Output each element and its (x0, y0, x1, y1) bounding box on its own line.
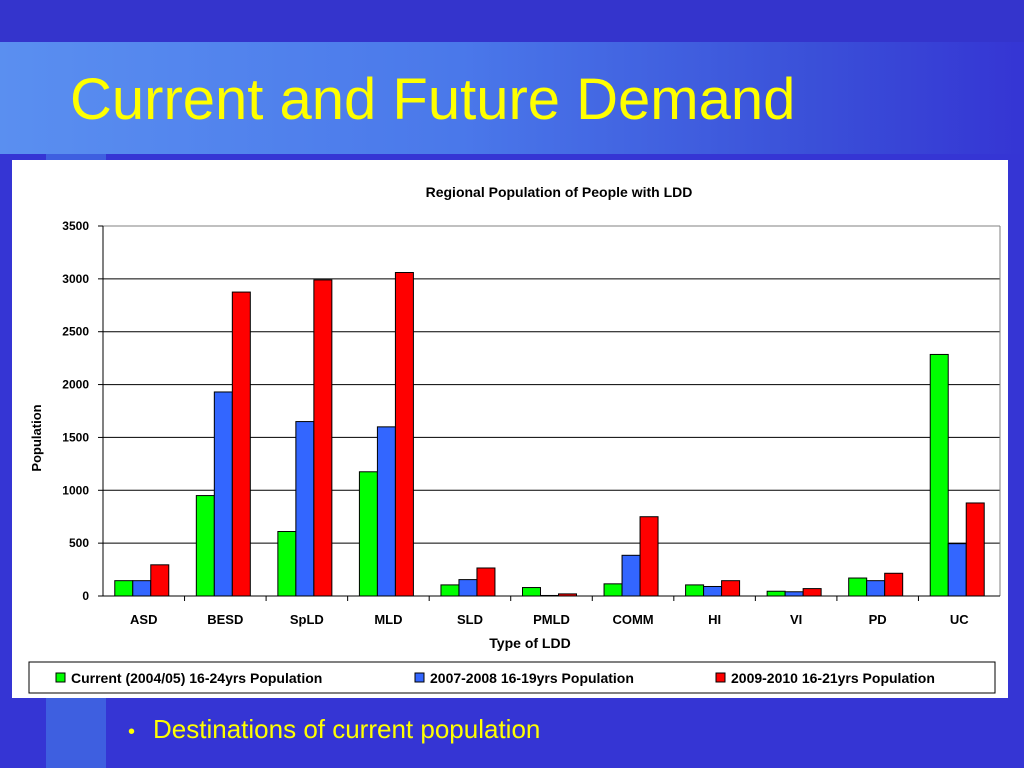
bar (150, 564, 170, 597)
y-tick-label: 1000 (62, 483, 89, 497)
x-tick-label: SLD (457, 612, 483, 627)
bar (721, 580, 741, 597)
chart-title: Regional Population of People with LDD (426, 184, 693, 200)
y-axis-label: Population (29, 404, 44, 471)
x-tick-label: PD (869, 612, 887, 627)
bar (965, 502, 985, 597)
y-tick-label: 0 (82, 589, 89, 603)
x-tick-label: VI (790, 612, 802, 627)
bar (784, 591, 804, 597)
bar (603, 583, 623, 597)
bullet-item: • Destinations of current population (128, 714, 540, 745)
x-tick-label: COMM (612, 612, 653, 627)
bar (685, 584, 705, 597)
legend-swatch (715, 672, 726, 683)
x-tick-label: HI (708, 612, 721, 627)
x-tick-label: UC (950, 612, 969, 627)
bar (358, 471, 378, 597)
bar (866, 580, 886, 597)
title-band (0, 42, 1024, 154)
x-tick-label: BESD (207, 612, 243, 627)
bar (639, 516, 659, 597)
bar (884, 572, 904, 597)
bar (766, 590, 786, 597)
bar (522, 587, 541, 597)
legend-label: 2007-2008 16-19yrs Population (430, 670, 634, 686)
legend-label: Current (2004/05) 16-24yrs Population (71, 670, 322, 686)
bar (231, 291, 251, 597)
legend-swatch (414, 672, 425, 683)
y-tick-label: 2000 (62, 378, 89, 392)
bar (114, 580, 134, 597)
bar (132, 580, 152, 597)
bar (195, 495, 215, 597)
slide-title: Current and Future Demand (70, 67, 796, 132)
y-tick-label: 3500 (62, 219, 89, 233)
bar (802, 588, 822, 597)
bar (947, 543, 967, 597)
x-tick-label: PMLD (533, 612, 570, 627)
legend-label: 2009-2010 16-21yrs Population (731, 670, 935, 686)
bar (213, 391, 233, 597)
x-axis-label: Type of LDD (489, 635, 570, 651)
bar (295, 421, 315, 597)
y-tick-label: 500 (69, 536, 89, 550)
x-tick-label: SpLD (290, 612, 324, 627)
bar (621, 554, 641, 597)
legend-swatch (55, 672, 66, 683)
x-tick-label: ASD (130, 612, 157, 627)
bar (394, 272, 414, 597)
bar (376, 426, 396, 597)
y-tick-label: 3000 (62, 272, 89, 286)
y-tick-label: 1500 (62, 430, 89, 444)
top-band (0, 0, 1024, 42)
bar (848, 577, 868, 597)
bullet-text: Destinations of current population (153, 714, 541, 744)
chart-container: Regional Population of People with LDD P… (12, 160, 1008, 698)
bar (458, 579, 478, 597)
bar (929, 353, 949, 597)
bar (440, 584, 460, 597)
bar (313, 279, 333, 597)
bullet-icon: • (128, 721, 136, 743)
bar (703, 585, 723, 597)
bar (476, 567, 496, 597)
legend-box (28, 661, 996, 694)
y-tick-label: 2500 (62, 325, 89, 339)
bar (277, 531, 297, 597)
bar-chart: Regional Population of People with LDD P… (28, 184, 1001, 694)
x-tick-label: MLD (374, 612, 402, 627)
